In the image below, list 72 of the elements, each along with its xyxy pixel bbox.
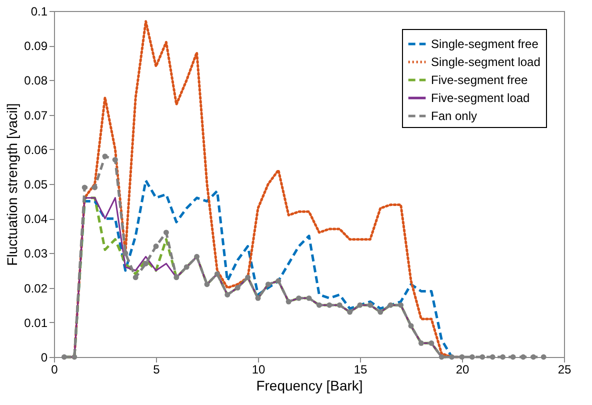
y-tick-label: 0.02 [24, 281, 48, 296]
point [418, 340, 424, 346]
point [296, 295, 302, 301]
point [214, 271, 220, 277]
y-tick-label: 0.09 [24, 39, 48, 54]
point [61, 354, 67, 360]
point [184, 264, 190, 270]
point [490, 354, 496, 360]
y-tick-label: 0.08 [24, 74, 48, 88]
point [520, 354, 526, 360]
point [112, 157, 118, 163]
point [143, 260, 149, 266]
point [367, 302, 373, 308]
y-tick-label: 0.1 [30, 4, 48, 18]
x-tick-label: 0 [51, 362, 58, 376]
point [398, 302, 404, 308]
point [530, 354, 536, 360]
point [408, 323, 414, 329]
point [388, 302, 394, 308]
point [510, 354, 516, 360]
point [153, 244, 159, 250]
point [234, 285, 240, 291]
x-tick-label: 15 [354, 362, 368, 376]
point [480, 354, 486, 360]
point [194, 254, 200, 260]
y-tick-label: 0.06 [24, 142, 48, 157]
point [500, 354, 506, 360]
point [224, 292, 230, 298]
point [326, 302, 332, 308]
point [72, 354, 78, 360]
x-axis-title: Frequency [Bark] [256, 378, 363, 394]
x-tick-label: 20 [456, 362, 470, 376]
point [102, 154, 108, 160]
point [357, 302, 363, 308]
y-tick-label: 0.04 [24, 212, 48, 226]
point [459, 354, 465, 360]
point [316, 302, 322, 308]
point [245, 274, 251, 280]
point [92, 184, 98, 190]
legend-label: Five-segment load [431, 91, 530, 105]
point [469, 354, 475, 360]
point [286, 298, 292, 304]
y-tick-label: 0.05 [24, 178, 48, 192]
legend-label: Five-segment free [431, 73, 528, 87]
point [347, 309, 353, 315]
x-tick-label: 25 [558, 362, 572, 376]
point [163, 230, 169, 236]
legend-label: Single-segment free [431, 37, 539, 51]
point [132, 274, 138, 280]
point [336, 302, 342, 308]
point [449, 354, 455, 360]
point [265, 282, 271, 288]
point [306, 295, 312, 301]
y-tick-label: 0.07 [24, 108, 48, 122]
y-tick-label: 0.03 [24, 246, 48, 261]
point [82, 184, 88, 190]
point [438, 354, 444, 360]
point [276, 278, 282, 284]
point [255, 295, 261, 301]
x-tick-label: 10 [252, 362, 266, 376]
legend-label: Fan only [431, 109, 478, 123]
point [428, 340, 434, 346]
y-tick-label: 0 [40, 350, 48, 364]
legend-label: Single-segment load [431, 55, 540, 69]
point [174, 274, 180, 280]
y-tick-label: 0.01 [24, 316, 48, 330]
x-tick-label: 5 [153, 362, 160, 376]
point [378, 309, 384, 315]
point [204, 282, 210, 288]
point [122, 250, 128, 256]
point [540, 354, 546, 360]
y-axis-title: Fluctuation strength [vacil] [4, 103, 20, 266]
